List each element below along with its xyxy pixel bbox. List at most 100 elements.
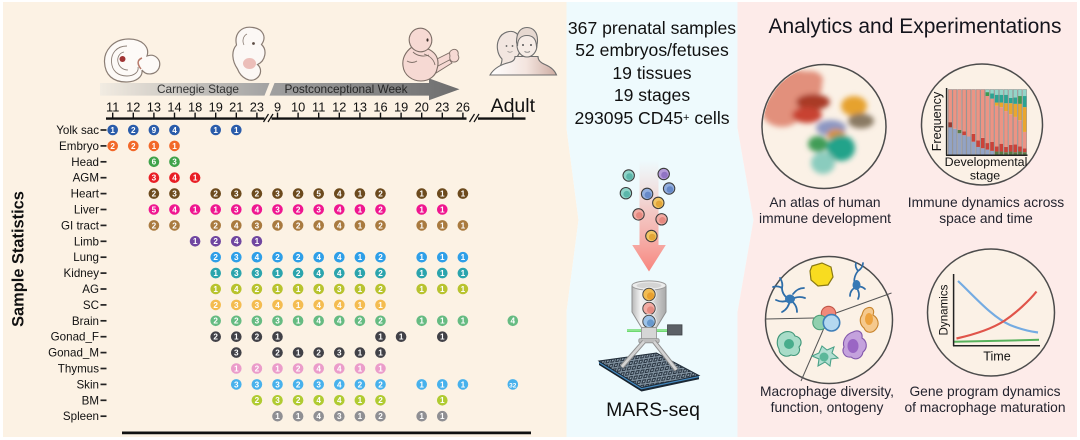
svg-text:4: 4 <box>316 396 321 405</box>
svg-text:1: 1 <box>440 333 445 342</box>
svg-text:4: 4 <box>275 301 280 310</box>
svg-text:4: 4 <box>316 269 321 278</box>
svg-text:1: 1 <box>296 412 301 421</box>
svg-text:4: 4 <box>316 317 321 326</box>
svg-text:1: 1 <box>461 380 466 389</box>
svg-text:Adult: Adult <box>491 95 536 117</box>
svg-text:4: 4 <box>316 221 321 230</box>
svg-text:13: 13 <box>353 100 367 115</box>
svg-text:3: 3 <box>234 253 239 262</box>
svg-text:1: 1 <box>419 380 424 389</box>
svg-text:3: 3 <box>172 158 177 167</box>
svg-text:14: 14 <box>167 100 181 115</box>
svg-text:2: 2 <box>358 317 363 326</box>
svg-text:2: 2 <box>152 221 157 230</box>
svg-text:2: 2 <box>131 126 136 135</box>
svg-text:3: 3 <box>255 221 260 230</box>
svg-text:4: 4 <box>316 301 321 310</box>
svg-text:1: 1 <box>419 221 424 230</box>
svg-text:2: 2 <box>358 380 363 389</box>
svg-text:Limb: Limb <box>74 235 99 248</box>
svg-text:4: 4 <box>172 126 177 135</box>
svg-text:3: 3 <box>234 190 239 199</box>
svg-text:2: 2 <box>110 142 115 151</box>
svg-text:stage: stage <box>970 168 1000 182</box>
svg-text:3: 3 <box>255 301 260 310</box>
svg-text:4: 4 <box>172 174 177 183</box>
svg-text:2: 2 <box>213 237 218 246</box>
svg-text:1: 1 <box>440 269 445 278</box>
svg-text:1: 1 <box>419 412 424 421</box>
svg-text:4: 4 <box>337 301 342 310</box>
svg-text:1: 1 <box>358 253 363 262</box>
svg-text:2: 2 <box>213 253 218 262</box>
svg-text:1: 1 <box>461 285 466 294</box>
svg-text:Spleen: Spleen <box>63 410 99 423</box>
svg-text:Postconceptional Week: Postconceptional Week <box>284 82 407 96</box>
svg-text:2: 2 <box>378 380 383 389</box>
svg-text:12: 12 <box>332 100 346 115</box>
svg-text:21: 21 <box>229 100 243 115</box>
svg-text:2: 2 <box>255 190 260 199</box>
svg-text:1: 1 <box>419 269 424 278</box>
svg-text:Skin: Skin <box>76 378 99 391</box>
svg-text:1: 1 <box>213 285 218 294</box>
svg-text:1: 1 <box>234 333 239 342</box>
svg-text:2: 2 <box>296 396 301 405</box>
svg-text:4: 4 <box>316 364 321 373</box>
svg-text:1: 1 <box>378 301 383 310</box>
svg-text:1: 1 <box>358 269 363 278</box>
svg-text:1: 1 <box>234 126 239 135</box>
svg-text:1: 1 <box>358 190 363 199</box>
svg-text:1: 1 <box>461 221 466 230</box>
svg-text:2: 2 <box>275 253 280 262</box>
svg-text:3: 3 <box>316 205 321 214</box>
svg-text:3: 3 <box>255 380 260 389</box>
svg-text:BM: BM <box>82 394 99 407</box>
svg-text:2: 2 <box>172 221 177 230</box>
svg-text:4: 4 <box>172 205 177 214</box>
svg-text:Carnegie Stage: Carnegie Stage <box>157 82 239 96</box>
svg-text:Head: Head <box>71 156 99 169</box>
svg-text:2: 2 <box>234 317 239 326</box>
svg-text:16: 16 <box>373 100 387 115</box>
svg-text:9: 9 <box>152 126 157 135</box>
svg-text:1: 1 <box>378 349 383 358</box>
svg-text:3: 3 <box>234 380 239 389</box>
svg-text:4: 4 <box>316 253 321 262</box>
svg-text:1: 1 <box>275 269 280 278</box>
svg-text:2: 2 <box>213 221 218 230</box>
svg-text:1: 1 <box>358 285 363 294</box>
svg-text:4: 4 <box>234 237 239 246</box>
svg-text:1: 1 <box>275 364 280 373</box>
svg-text:2: 2 <box>152 190 157 199</box>
svg-text:1: 1 <box>440 205 445 214</box>
svg-text:2: 2 <box>296 221 301 230</box>
svg-text:2: 2 <box>255 333 260 342</box>
svg-text:4: 4 <box>316 285 321 294</box>
svg-text:1: 1 <box>358 301 363 310</box>
svg-text:1: 1 <box>152 142 157 151</box>
svg-text:4: 4 <box>337 317 342 326</box>
svg-text:Brain: Brain <box>72 315 99 328</box>
svg-text:5: 5 <box>316 190 321 199</box>
svg-text:4: 4 <box>234 221 239 230</box>
svg-text:10: 10 <box>291 100 305 115</box>
svg-text:2: 2 <box>378 269 383 278</box>
svg-text:1: 1 <box>461 269 466 278</box>
svg-text:1: 1 <box>296 317 301 326</box>
svg-text:2: 2 <box>255 396 260 405</box>
svg-text:3: 3 <box>255 317 260 326</box>
svg-text:1: 1 <box>213 205 218 214</box>
svg-text:1: 1 <box>440 190 445 199</box>
svg-text:23: 23 <box>250 100 264 115</box>
svg-text:1: 1 <box>440 221 445 230</box>
svg-text:3: 3 <box>337 349 342 358</box>
svg-text:4: 4 <box>255 205 260 214</box>
svg-text:2: 2 <box>296 190 301 199</box>
svg-text:3: 3 <box>255 269 260 278</box>
svg-text:2: 2 <box>378 285 383 294</box>
svg-text:AGM: AGM <box>73 172 99 185</box>
svg-text:2: 2 <box>378 253 383 262</box>
svg-text:1: 1 <box>193 174 198 183</box>
